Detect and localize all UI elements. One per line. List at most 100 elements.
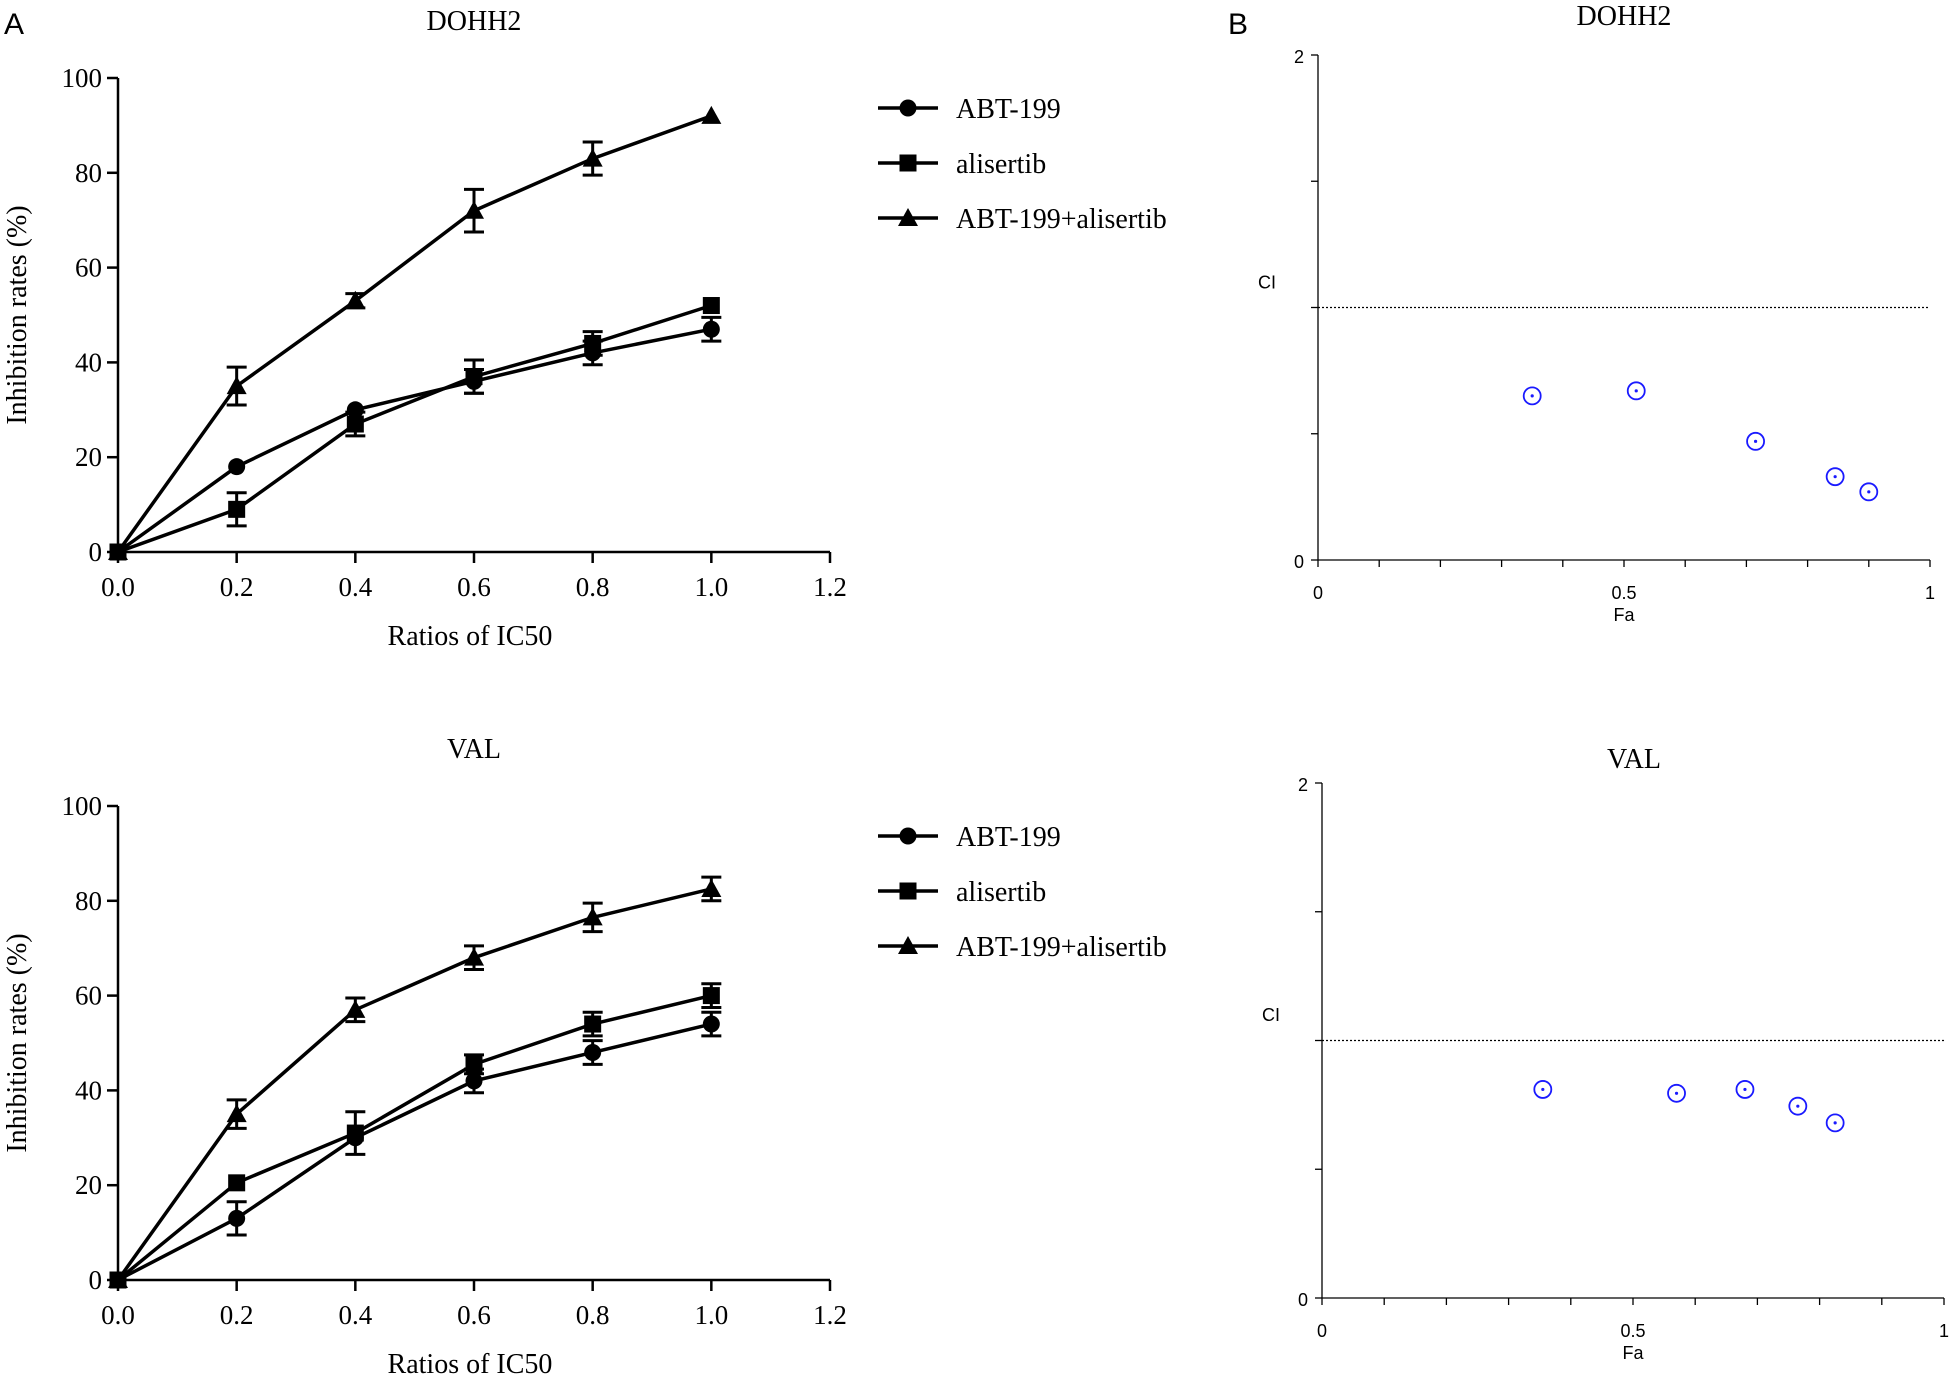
x-tick-label: 0.8 bbox=[576, 1300, 610, 1330]
data-point-triangle bbox=[345, 290, 366, 309]
y-tick-label: 0 bbox=[89, 1265, 103, 1295]
y-axis-label: CI bbox=[1258, 272, 1276, 292]
legend-marker-circle bbox=[899, 99, 917, 117]
series-line-triangle bbox=[116, 887, 712, 1282]
data-point-triangle bbox=[226, 1104, 247, 1123]
x-axis-label: Fa bbox=[1613, 605, 1635, 625]
data-point-square bbox=[465, 368, 483, 386]
series-line-circle bbox=[117, 1022, 712, 1282]
y-tick-label: 40 bbox=[75, 1075, 102, 1105]
ci-data-point-center bbox=[1753, 439, 1758, 443]
chart-title: VAL bbox=[447, 734, 501, 765]
x-tick-label: 1 bbox=[1925, 583, 1935, 603]
y-tick-label: 60 bbox=[75, 981, 102, 1011]
series-line-circle bbox=[116, 327, 712, 554]
data-point-square bbox=[346, 1124, 364, 1142]
y-tick-label: 2 bbox=[1298, 775, 1308, 795]
legend-marker-square bbox=[899, 882, 917, 900]
y-tick-label: 0 bbox=[89, 537, 103, 567]
ci-data-point-center bbox=[1541, 1087, 1545, 1092]
ci-data-point-center bbox=[1743, 1087, 1747, 1092]
y-tick-label: 100 bbox=[62, 791, 103, 821]
chart-val-inhibition: VAL Ratios of IC50 Inhibition rates (%) 0.0… bbox=[2, 734, 1167, 1376]
legend-label: ABT-199+alisertib bbox=[956, 932, 1167, 963]
ci-data-point-center bbox=[1634, 389, 1638, 393]
x-tick-label: 1 bbox=[1939, 1321, 1949, 1341]
data-point-square bbox=[228, 500, 246, 518]
data-point-square bbox=[465, 1055, 483, 1073]
ci-data-point-center bbox=[1833, 1121, 1837, 1125]
data-point-triangle bbox=[582, 907, 603, 926]
ci-data-point bbox=[1825, 467, 1845, 487]
x-tick-label: 0.2 bbox=[220, 1300, 254, 1330]
data-point-square bbox=[702, 987, 720, 1005]
y-tick-label: 0 bbox=[1294, 552, 1304, 572]
legend-label: ABT-199 bbox=[956, 822, 1061, 853]
data-point-circle bbox=[228, 458, 246, 476]
data-point-triangle bbox=[226, 376, 247, 395]
chart-val-ci: VAL 0 0.5 1 0 2 Fa CI bbox=[1262, 744, 1949, 1363]
x-tick-label: 1.2 bbox=[813, 1300, 847, 1330]
x-tick-label: 0.8 bbox=[576, 572, 610, 602]
x-tick-label: 0.0 bbox=[101, 572, 135, 602]
y-tick-label: 2 bbox=[1294, 47, 1304, 67]
x-axis-label: Fa bbox=[1622, 1343, 1644, 1363]
y-axis-label: Inhibition rates (%) bbox=[2, 205, 33, 424]
x-tick-label: 1.2 bbox=[813, 572, 847, 602]
x-axis-label: Ratios of IC50 bbox=[388, 1349, 553, 1376]
ci-data-point-center bbox=[1796, 1104, 1800, 1108]
y-tick-label: 20 bbox=[75, 442, 102, 472]
ci-data-point-center bbox=[1867, 490, 1871, 494]
x-tick-label: 0.5 bbox=[1611, 583, 1636, 603]
data-point-triangle bbox=[701, 105, 722, 124]
x-tick-label: 0.6 bbox=[457, 1300, 491, 1330]
x-tick-label: 0 bbox=[1317, 1321, 1327, 1341]
y-axis-label: CI bbox=[1262, 1005, 1280, 1025]
chart-dohh2-ci: DOHH2 0 0.5 1 0 2 Fa CI bbox=[1258, 1, 1935, 625]
data-point-triangle bbox=[464, 200, 484, 219]
x-tick-label: 0 bbox=[1313, 583, 1323, 603]
x-tick-label: 0.2 bbox=[220, 572, 254, 602]
chart-title: VAL bbox=[1607, 744, 1661, 775]
chart-title: DOHH2 bbox=[1577, 1, 1672, 32]
chart-dohh2-inhibition: DOHH2 Ratios of IC50 Inhibition rates (%) 0… bbox=[2, 6, 1167, 652]
ci-data-point bbox=[1626, 381, 1646, 401]
ci-data-point bbox=[1667, 1083, 1686, 1103]
series-line-triangle bbox=[116, 114, 712, 554]
ci-data-point bbox=[1746, 431, 1765, 451]
y-tick-label: 80 bbox=[75, 158, 102, 188]
legend-marker-triangle bbox=[898, 936, 918, 954]
data-point-square bbox=[346, 415, 364, 433]
data-point-triangle bbox=[464, 947, 484, 966]
data-point-square bbox=[702, 297, 720, 315]
legend-marker-circle bbox=[899, 827, 917, 845]
data-point-circle bbox=[702, 320, 720, 338]
data-point-square bbox=[584, 1015, 602, 1033]
data-point-triangle bbox=[108, 1270, 128, 1288]
ci-data-point-center bbox=[1530, 394, 1534, 398]
legend-marker-triangle bbox=[898, 208, 918, 226]
x-axis-label: Ratios of IC50 bbox=[388, 621, 553, 652]
ci-data-point bbox=[1859, 482, 1879, 502]
x-tick-label: 1.0 bbox=[694, 572, 728, 602]
ci-data-point bbox=[1522, 386, 1542, 406]
data-point-square bbox=[228, 1174, 246, 1192]
y-tick-label: 0 bbox=[1298, 1290, 1308, 1310]
x-tick-label: 0.0 bbox=[101, 1300, 135, 1330]
data-point-circle bbox=[465, 1072, 483, 1090]
y-tick-label: 40 bbox=[75, 347, 102, 377]
data-point-triangle bbox=[108, 542, 128, 560]
x-tick-label: 0.6 bbox=[457, 572, 491, 602]
series-line-square bbox=[117, 303, 712, 554]
x-tick-label: 0.4 bbox=[338, 572, 372, 602]
legend-label: ABT-199+alisertib bbox=[956, 204, 1167, 235]
panel-label-b: B bbox=[1228, 8, 1248, 41]
ci-data-point bbox=[1735, 1080, 1755, 1099]
data-point-circle bbox=[346, 401, 364, 419]
y-tick-label: 60 bbox=[75, 253, 102, 283]
data-point-circle bbox=[702, 1015, 720, 1033]
y-axis-label: Inhibition rates (%) bbox=[2, 933, 33, 1152]
legend-label: alisertib bbox=[956, 877, 1046, 908]
series-line-square bbox=[116, 993, 712, 1282]
